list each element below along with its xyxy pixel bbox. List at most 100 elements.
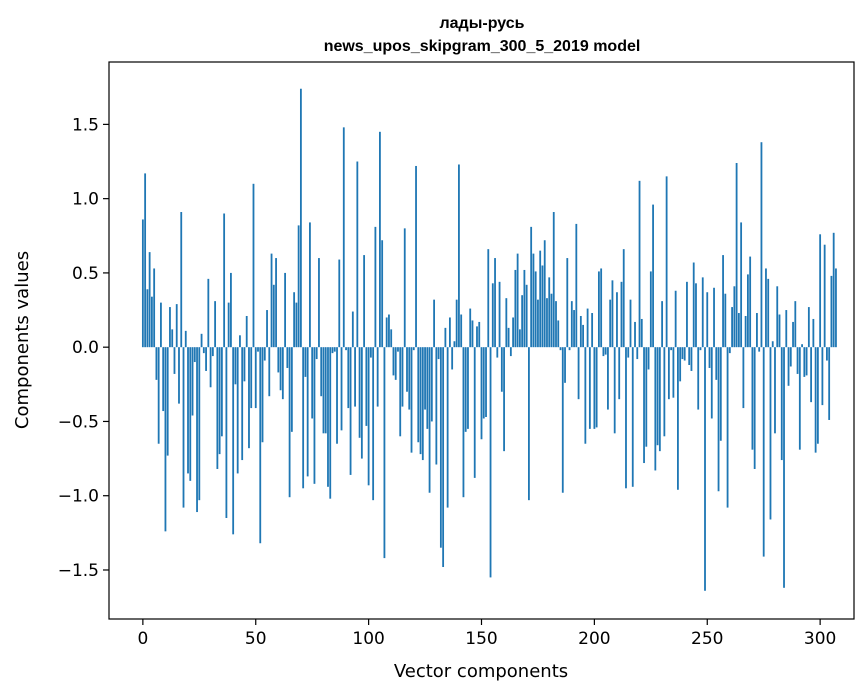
bar-257 (722, 255, 724, 348)
bar-4 (150, 296, 153, 348)
bar-7 (157, 347, 160, 444)
bar-38 (227, 302, 230, 348)
bar-261 (731, 307, 733, 348)
bar-101 (369, 347, 372, 358)
bar-232 (665, 176, 668, 348)
bar-262 (733, 286, 736, 348)
bar-177 (541, 265, 544, 348)
bar-48 (250, 347, 253, 409)
bar-128 (430, 347, 433, 422)
bar-234 (670, 347, 673, 351)
bar-295 (807, 307, 810, 348)
bar-240 (683, 347, 686, 361)
bar-285 (785, 310, 788, 348)
bar-194 (579, 315, 582, 348)
bar-198 (588, 347, 591, 429)
bar-217 (631, 347, 634, 487)
bar-139 (455, 299, 458, 348)
bar-299 (816, 347, 819, 444)
bar-303 (826, 347, 828, 361)
bar-141 (460, 314, 463, 348)
bar-274 (760, 142, 763, 348)
bar-163 (509, 347, 512, 357)
x-tick-label: 0 (137, 629, 148, 649)
bar-297 (812, 318, 815, 348)
bar-137 (451, 347, 454, 370)
bar-223 (645, 347, 648, 447)
y-tick-label: 0.0 (72, 338, 99, 358)
bar-289 (794, 301, 797, 348)
bar-178 (543, 240, 546, 348)
bar-108 (385, 317, 388, 348)
bar-147 (473, 347, 476, 478)
bar-255 (717, 347, 720, 492)
bar-118 (408, 347, 411, 410)
bar-55 (266, 310, 268, 348)
bar-65 (288, 347, 291, 498)
bar-0 (141, 219, 144, 348)
bar-2 (146, 289, 149, 348)
bar-18 (182, 347, 185, 508)
bar-280 (774, 347, 776, 434)
bar-161 (505, 298, 508, 348)
bar-21 (189, 347, 192, 481)
bar-195 (582, 324, 584, 348)
bar-138 (453, 341, 456, 348)
bar-197 (586, 308, 589, 348)
bar-203 (600, 268, 603, 348)
bar-185 (559, 347, 562, 351)
bar-286 (787, 347, 790, 386)
bar-73 (306, 347, 309, 477)
bar-80 (322, 347, 325, 434)
bar-95 (356, 161, 359, 348)
bar-278 (769, 347, 772, 520)
bar-5 (153, 268, 156, 348)
bar-136 (448, 317, 451, 348)
y-tick-label: −1.0 (58, 487, 99, 507)
bar-176 (539, 250, 542, 348)
bar-61 (279, 347, 282, 391)
bar-259 (726, 347, 729, 508)
bar-17 (180, 212, 183, 348)
bar-301 (821, 347, 824, 406)
bar-233 (667, 347, 670, 400)
bar-24 (196, 347, 198, 513)
bar-134 (444, 327, 447, 348)
bar-104 (376, 347, 379, 407)
bar-271 (753, 347, 756, 469)
x-tick-label: 250 (691, 629, 723, 649)
bar-45 (243, 347, 246, 382)
y-tick-label: 1.0 (72, 190, 99, 210)
bar-13 (171, 329, 174, 348)
bar-288 (792, 321, 794, 348)
bar-144 (467, 347, 469, 429)
bar-172 (530, 226, 533, 348)
bar-207 (609, 299, 612, 348)
bar-63 (284, 272, 286, 348)
bar-302 (823, 244, 826, 348)
bar-91 (347, 347, 350, 409)
bar-74 (309, 222, 311, 348)
bar-249 (704, 347, 706, 591)
bar-28 (205, 347, 207, 371)
bar-78 (318, 258, 320, 348)
bar-120 (412, 347, 415, 351)
bar-228 (656, 347, 659, 446)
bar-29 (207, 278, 210, 348)
bar-14 (173, 347, 176, 374)
bar-247 (699, 347, 702, 351)
bar-30 (209, 347, 212, 388)
bar-72 (304, 347, 307, 377)
bar-114 (399, 347, 402, 437)
bar-266 (742, 347, 745, 409)
bar-107 (383, 347, 386, 559)
bar-213 (622, 249, 625, 348)
bar-49 (252, 183, 255, 348)
bar-121 (415, 165, 417, 348)
bar-171 (528, 347, 530, 501)
bar-169 (523, 269, 526, 348)
bar-87 (338, 259, 341, 348)
bar-133 (442, 347, 445, 568)
